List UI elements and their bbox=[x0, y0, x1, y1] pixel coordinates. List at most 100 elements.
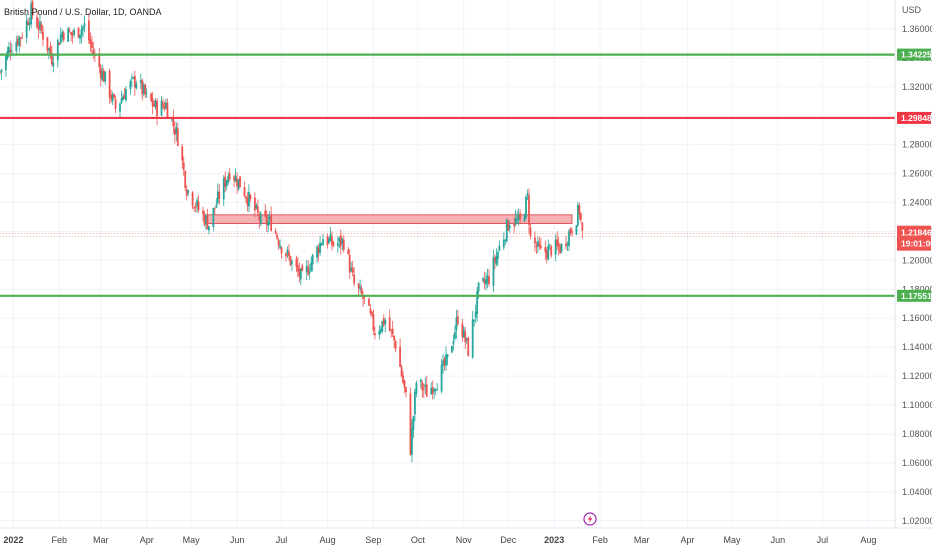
candle-body bbox=[378, 330, 381, 335]
candle-body bbox=[259, 213, 262, 224]
candle-body bbox=[40, 24, 43, 31]
candle-body bbox=[517, 214, 520, 221]
candle-body bbox=[265, 215, 268, 225]
candle-body bbox=[535, 245, 538, 248]
candle-body bbox=[565, 243, 567, 247]
candle-body bbox=[216, 191, 219, 204]
candle-body bbox=[492, 257, 495, 286]
candle-body bbox=[154, 100, 157, 108]
level-price-label: 1.34225 bbox=[901, 50, 932, 60]
candle-body bbox=[474, 311, 477, 318]
lightning-bolt-icon[interactable] bbox=[583, 512, 597, 526]
candle-body bbox=[347, 249, 350, 254]
candle-body bbox=[206, 215, 209, 230]
candle-body bbox=[288, 251, 290, 257]
candle-body bbox=[456, 316, 459, 324]
candle-body bbox=[310, 262, 313, 272]
grid-lines bbox=[0, 0, 895, 528]
time-tick-label: Jun bbox=[771, 535, 786, 545]
level-price-label: 1.17551 bbox=[901, 291, 932, 301]
candle-body bbox=[353, 274, 356, 284]
candle-body bbox=[267, 221, 270, 227]
candle-body bbox=[317, 247, 320, 254]
candle-body bbox=[308, 271, 311, 273]
candle-body bbox=[227, 176, 230, 183]
time-tick-label: 2023 bbox=[544, 535, 564, 545]
candle-body bbox=[163, 106, 166, 110]
candle-body bbox=[519, 213, 522, 220]
time-tick-label: 2022 bbox=[3, 535, 23, 545]
candle-body bbox=[249, 194, 252, 199]
candle-body bbox=[329, 234, 332, 242]
price-tick-label: 1.32000 bbox=[902, 82, 932, 92]
time-tick-label: Aug bbox=[860, 535, 876, 545]
candle-body bbox=[425, 384, 428, 397]
candle-body bbox=[225, 180, 228, 187]
candle-body bbox=[351, 267, 354, 273]
candle-body bbox=[339, 235, 342, 247]
candle-body bbox=[348, 255, 351, 273]
candle-body bbox=[113, 94, 115, 98]
candle-body bbox=[255, 205, 258, 209]
candle-body bbox=[50, 53, 53, 65]
candle-body bbox=[130, 77, 133, 79]
candle-body bbox=[212, 207, 215, 228]
candle-body bbox=[359, 286, 361, 289]
candle-body bbox=[424, 384, 427, 388]
time-tick-label: Apr bbox=[140, 535, 154, 545]
candle-body bbox=[464, 331, 467, 342]
candle-body bbox=[88, 20, 90, 41]
candle-body bbox=[42, 31, 44, 40]
candlestick-series bbox=[0, 0, 584, 463]
candle-body bbox=[197, 201, 200, 211]
candle-body bbox=[153, 104, 156, 107]
candle-body bbox=[173, 128, 176, 135]
candle-body bbox=[129, 81, 132, 90]
candle-body bbox=[341, 238, 344, 244]
candle-body bbox=[0, 71, 1, 73]
candle-body bbox=[285, 253, 287, 257]
candle-body bbox=[320, 243, 323, 245]
candle-body bbox=[578, 205, 581, 215]
candle-body bbox=[193, 207, 196, 209]
candle-body bbox=[388, 317, 391, 331]
candle-body bbox=[108, 70, 111, 98]
current-price-badge: 1.21846 19:01:06 bbox=[897, 225, 932, 251]
candle-body bbox=[264, 210, 267, 217]
candle-body bbox=[328, 238, 330, 243]
time-axis[interactable]: 2022 Feb Mar Apr May Jun Jul Aug Sep Oct Nov Dec 202… bbox=[3, 535, 876, 545]
candle-body bbox=[412, 416, 415, 431]
horizontal-levels[interactable] bbox=[0, 53, 895, 297]
candle-body bbox=[514, 217, 517, 225]
candle-body bbox=[208, 225, 210, 231]
candle-body bbox=[291, 260, 293, 265]
current-price-label: 1.21846 bbox=[901, 228, 932, 238]
candle-body bbox=[409, 393, 412, 455]
candle-body bbox=[576, 204, 579, 226]
candle-body bbox=[46, 37, 49, 51]
price-tick-label: 1.10000 bbox=[902, 400, 932, 410]
candle-body bbox=[443, 358, 446, 366]
candle-body bbox=[277, 240, 280, 246]
candle-body bbox=[452, 341, 455, 345]
candle-body bbox=[495, 256, 498, 265]
candle-body bbox=[534, 237, 536, 244]
candle-body bbox=[202, 210, 204, 214]
candle-body bbox=[461, 323, 464, 338]
candle-body bbox=[224, 176, 227, 187]
price-tick-label: 1.28000 bbox=[902, 140, 932, 150]
candle-body bbox=[253, 197, 256, 211]
candle-body bbox=[579, 213, 582, 221]
time-tick-label: Aug bbox=[319, 535, 335, 545]
candle-body bbox=[245, 196, 247, 199]
candle-body bbox=[332, 242, 335, 246]
candle-body bbox=[486, 275, 489, 282]
candle-body bbox=[307, 267, 310, 275]
candle-body bbox=[538, 243, 541, 246]
candle-body bbox=[90, 41, 93, 48]
candle-body bbox=[471, 319, 474, 358]
price-tick-label: 1.18000 bbox=[902, 284, 932, 294]
candle-body bbox=[400, 366, 403, 377]
candle-body bbox=[68, 30, 71, 32]
